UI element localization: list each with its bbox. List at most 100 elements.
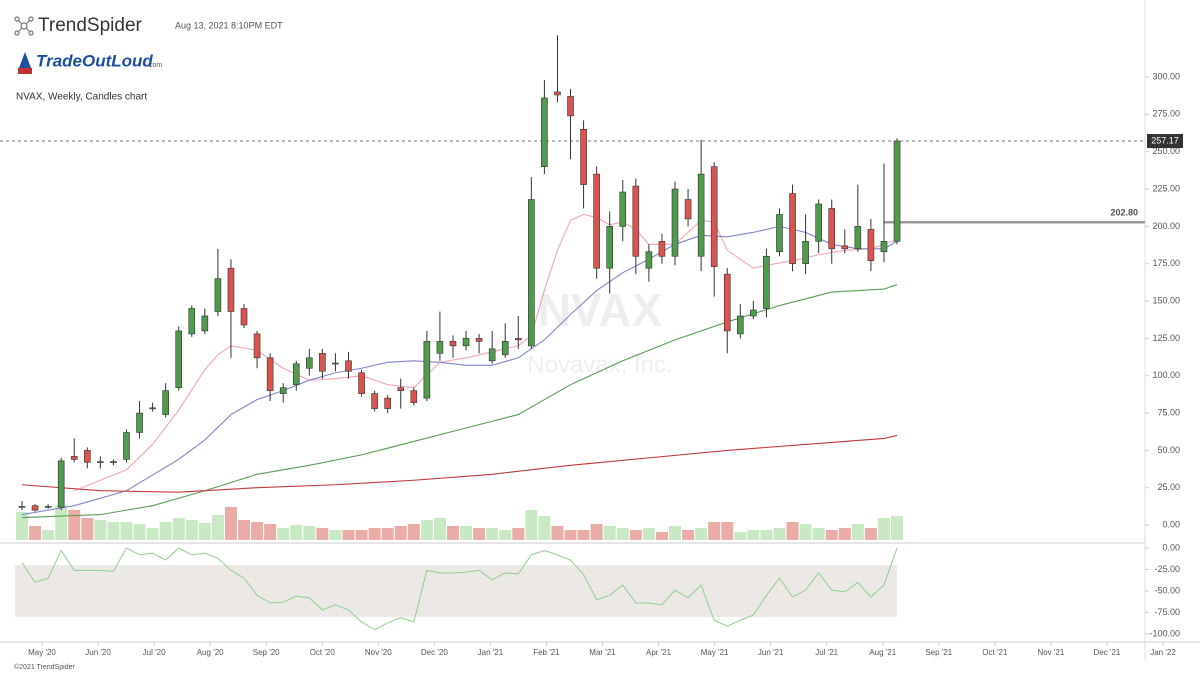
candle-body — [593, 173, 600, 269]
candle-body — [306, 357, 313, 369]
volume-bar — [133, 524, 146, 540]
candle-body — [619, 191, 627, 227]
x-tick-label: Oct '20 — [310, 648, 336, 657]
volume-bar — [238, 520, 251, 540]
candle-body — [501, 341, 509, 356]
candle-body — [292, 363, 300, 385]
volume-bar — [721, 522, 734, 540]
volume-bar — [172, 518, 185, 540]
osc-tick-label: -100.00 — [1149, 628, 1180, 638]
footer: ©2021 TrendSpider — [14, 663, 75, 671]
candle-body — [854, 226, 862, 250]
volume-bar — [773, 528, 786, 540]
candle-body — [332, 362, 339, 365]
y-tick-label: 250.00 — [1152, 146, 1180, 156]
volume-bar — [394, 526, 407, 540]
candle-body — [44, 506, 52, 508]
candle-body — [345, 360, 352, 372]
candle-body — [449, 341, 457, 347]
volume-bar — [590, 524, 603, 540]
volume-bar — [525, 510, 538, 540]
volume-bar — [29, 526, 42, 540]
volume-bar — [55, 505, 68, 540]
volume-bar — [877, 518, 890, 540]
volume-bar — [107, 522, 120, 540]
volume-bar — [747, 530, 760, 540]
volume-bar — [16, 512, 28, 540]
candle-body — [18, 506, 26, 508]
osc-line — [21, 547, 898, 631]
candle-body — [266, 357, 274, 391]
candle-body — [214, 278, 222, 312]
volume-bar — [603, 526, 616, 540]
candle-body — [697, 173, 705, 257]
last-price-label: 257.17 — [1151, 135, 1179, 145]
volume-bar — [159, 522, 172, 540]
x-tick-label: Feb '21 — [533, 648, 560, 657]
candle-body — [240, 308, 248, 326]
y-tick-label: 275.00 — [1152, 109, 1180, 119]
volume-bar — [329, 530, 342, 540]
last-price-box — [1147, 134, 1183, 149]
volume-bar — [342, 530, 355, 540]
x-tick-label: Jan '21 — [478, 648, 504, 657]
volume-bar — [94, 520, 107, 540]
candle-body — [123, 432, 130, 460]
candle-body — [671, 188, 679, 257]
x-tick-label: Dec '21 — [1094, 648, 1121, 657]
x-tick-label: Sep '20 — [253, 648, 280, 657]
volume-bar — [446, 526, 459, 540]
candle-body — [423, 341, 431, 399]
level-label: 202.80 — [1110, 208, 1138, 218]
y-tick-label: 100.00 — [1152, 370, 1180, 380]
volume-bar — [185, 520, 198, 540]
volume-bar — [851, 524, 864, 540]
volume-bar — [760, 530, 773, 540]
candle-body — [580, 129, 587, 185]
volume-bar — [891, 516, 904, 540]
y-tick-label: 50.00 — [1157, 445, 1180, 455]
volume-bar — [486, 528, 499, 540]
x-tick-label: Aug '21 — [869, 648, 896, 657]
x-tick-label: Jul '21 — [815, 648, 838, 657]
osc-band — [15, 565, 898, 617]
volume-bar — [695, 528, 708, 540]
candle-body — [384, 397, 391, 409]
volume-bar — [224, 507, 237, 540]
candle-body — [253, 333, 261, 359]
candle-body — [97, 461, 104, 463]
volume-bar — [316, 528, 329, 540]
volume-bar — [642, 528, 655, 540]
volume-bar — [551, 526, 564, 540]
candle-body — [110, 461, 117, 463]
volume-bar — [786, 522, 799, 540]
ma-line — [21, 225, 898, 516]
volume-bar — [564, 530, 577, 540]
y-tick-label: 150.00 — [1152, 295, 1180, 305]
brand-icon — [14, 16, 34, 36]
volume-bar — [277, 528, 290, 540]
timestamp: Aug 13, 2021 8:10PM EDT — [175, 20, 283, 30]
volume-bar — [407, 524, 420, 540]
ma-line — [74, 213, 898, 492]
candle-body — [279, 387, 287, 394]
volume-bar — [812, 528, 825, 540]
volume-bar — [381, 528, 394, 540]
y-tick-label: 300.00 — [1152, 71, 1180, 81]
y-tick-label: 225.00 — [1152, 183, 1180, 193]
volume-bar — [81, 518, 94, 540]
volume-bar — [655, 532, 668, 540]
volume-bar — [251, 522, 264, 540]
y-tick-label: 125.00 — [1152, 333, 1180, 343]
candle-body — [802, 241, 809, 265]
brand: TrendSpider — [38, 15, 143, 36]
candle-body — [606, 226, 614, 269]
volume-bar — [538, 516, 551, 540]
volume-bar — [512, 528, 525, 540]
osc-tick-label: -75.00 — [1154, 607, 1180, 617]
volume-bar — [211, 515, 224, 540]
candle-body — [528, 199, 535, 347]
candle-body — [188, 308, 196, 335]
x-tick-label: Dec '20 — [421, 648, 448, 657]
